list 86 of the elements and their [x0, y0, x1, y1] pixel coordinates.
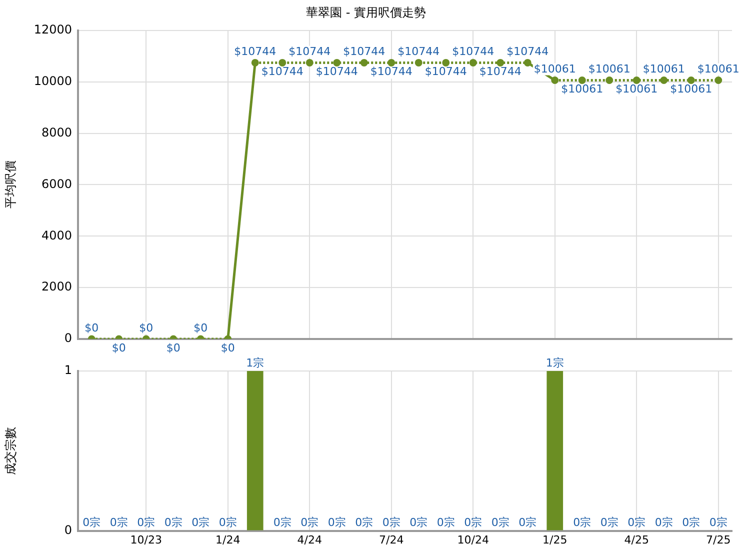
data-label: 0宗 — [464, 516, 482, 530]
point — [578, 76, 586, 84]
point — [687, 76, 695, 84]
y-tick-label: 1 — [64, 363, 72, 378]
data-label: 0宗 — [164, 516, 182, 530]
x-tick-label: 7/25 — [706, 533, 731, 546]
y-tick-label: 0 — [64, 522, 72, 537]
x-tick-label: 10/23 — [130, 533, 162, 546]
data-label: $10744 — [479, 65, 522, 78]
y-tick-label: 0 — [64, 331, 72, 346]
data-label: $10744 — [398, 45, 440, 58]
data-label: 0宗 — [410, 516, 428, 530]
y-tick-label: 12000 — [34, 22, 72, 37]
data-label: $10744 — [288, 45, 331, 58]
data-label: $10061 — [534, 62, 576, 76]
point — [414, 58, 422, 66]
y-tick-label: 8000 — [41, 125, 72, 140]
data-label: 0宗 — [682, 516, 700, 530]
data-label: $10744 — [343, 45, 386, 58]
x-tick-label: 7/24 — [379, 533, 404, 546]
data-label: $10061 — [588, 62, 630, 76]
x-tick-label: 10/24 — [457, 533, 489, 546]
data-label: 0宗 — [654, 516, 673, 530]
data-label: 0宗 — [218, 516, 237, 530]
data-label: $10744 — [234, 45, 276, 58]
data-label: 0宗 — [328, 516, 346, 530]
y-tick-label: 4000 — [41, 228, 72, 242]
data-label: $0 — [139, 321, 154, 334]
data-label: $10744 — [316, 65, 358, 78]
point — [606, 76, 614, 84]
data-label: 1宗 — [546, 356, 564, 370]
point — [632, 76, 640, 84]
data-label: 0宗 — [436, 516, 455, 530]
y-tick-label: 2000 — [41, 280, 72, 294]
y-axis-title: 平均呎價 — [3, 160, 18, 209]
data-label: 0宗 — [709, 516, 728, 530]
point — [278, 58, 286, 66]
data-label: $10061 — [642, 62, 685, 76]
data-label: $0 — [194, 321, 208, 334]
data-label: 0宗 — [600, 516, 618, 530]
data-label: $0 — [84, 321, 99, 334]
point — [442, 58, 450, 66]
point — [388, 58, 396, 66]
y-tick-label: 6000 — [41, 176, 72, 191]
point — [551, 76, 559, 84]
data-label: $0 — [166, 341, 180, 354]
data-label: $10744 — [424, 65, 467, 78]
chart-title: 華翠園 - 實用呎價走勢 — [306, 5, 426, 20]
data-label: 0宗 — [82, 516, 101, 530]
data-label: 0宗 — [192, 516, 210, 530]
x-tick-label: 1/25 — [542, 533, 568, 546]
data-label: 0宗 — [110, 516, 128, 530]
data-label: 0宗 — [137, 516, 156, 530]
x-tick-label: 4/24 — [297, 533, 322, 546]
point — [496, 58, 504, 66]
point — [360, 58, 368, 66]
data-label: $10744 — [506, 45, 549, 58]
x-tick-label: 4/25 — [624, 533, 649, 546]
point — [524, 58, 532, 66]
y-tick-label: 10000 — [34, 74, 72, 88]
point — [333, 58, 341, 66]
data-label: 0宗 — [273, 516, 292, 530]
y-axis-title: 成交宗數 — [3, 426, 18, 475]
data-label: $0 — [112, 341, 126, 354]
data-label: 0宗 — [355, 516, 374, 530]
data-label: 0宗 — [518, 516, 537, 530]
data-label: 0宗 — [573, 516, 592, 530]
point — [306, 58, 314, 66]
data-label: $10061 — [670, 82, 712, 96]
data-label: 0宗 — [628, 516, 646, 530]
data-label: 0宗 — [382, 516, 400, 530]
data-label: 0宗 — [491, 516, 510, 530]
data-label: 1宗 — [246, 356, 264, 370]
data-label: $10744 — [261, 65, 304, 78]
data-label: $10061 — [616, 82, 658, 96]
point — [469, 58, 477, 66]
data-label: $10061 — [561, 82, 604, 96]
data-label: $10744 — [452, 45, 494, 58]
point — [714, 76, 722, 84]
point — [660, 76, 668, 84]
data-label: $10061 — [697, 62, 740, 76]
point — [251, 58, 259, 66]
data-label: $0 — [220, 341, 235, 354]
data-label: $10744 — [370, 65, 412, 78]
x-tick-label: 1/24 — [216, 533, 240, 546]
data-label: 0宗 — [300, 516, 319, 530]
